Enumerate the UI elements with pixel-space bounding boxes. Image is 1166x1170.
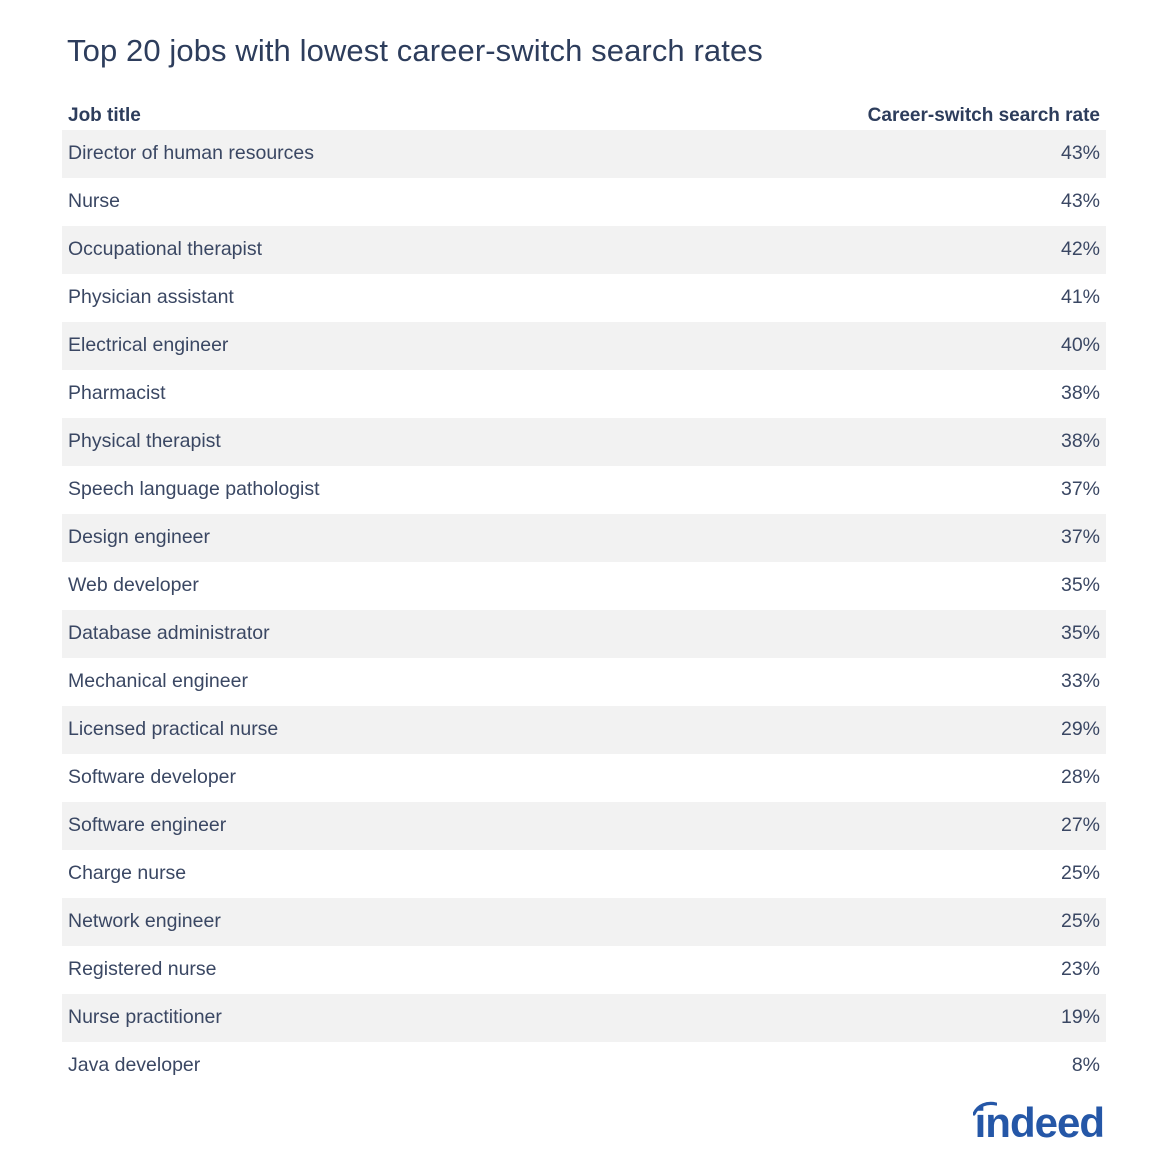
search-rate-cell: 38% bbox=[1060, 382, 1100, 404]
search-rate-cell: 25% bbox=[1060, 862, 1100, 884]
table-row: Licensed practical nurse 29% bbox=[62, 706, 1106, 754]
job-title-cell: Software developer bbox=[68, 766, 237, 788]
search-rate-cell: 41% bbox=[1060, 286, 1100, 308]
data-table: Job title Career-switch search rate Dire… bbox=[62, 96, 1106, 1090]
job-title-cell: Licensed practical nurse bbox=[68, 718, 279, 740]
column-header-job-title: Job title bbox=[68, 105, 141, 126]
table-row: Physical therapist 38% bbox=[62, 418, 1106, 466]
search-rate-cell: 43% bbox=[1060, 190, 1100, 212]
table-row: Electrical engineer 40% bbox=[62, 322, 1106, 370]
table-body: Director of human resources 43% Nurse 43% Oc… bbox=[62, 130, 1106, 1090]
search-rate-cell: 25% bbox=[1060, 910, 1100, 932]
search-rate-cell: 29% bbox=[1060, 718, 1100, 740]
search-rate-cell: 23% bbox=[1060, 958, 1100, 980]
table-row: Web developer 35% bbox=[62, 562, 1106, 610]
job-title-cell: Java developer bbox=[68, 1054, 201, 1076]
search-rate-cell: 35% bbox=[1060, 574, 1100, 596]
table-row: Pharmacist 38% bbox=[62, 370, 1106, 418]
search-rate-cell: 33% bbox=[1060, 670, 1100, 692]
job-title-cell: Registered nurse bbox=[68, 958, 217, 980]
job-title-cell: Charge nurse bbox=[68, 862, 187, 884]
table-row: Speech language pathologist 37% bbox=[62, 466, 1106, 514]
logo-text: indeed bbox=[974, 1099, 1105, 1146]
search-rate-cell: 37% bbox=[1060, 478, 1100, 500]
job-title-cell: Web developer bbox=[68, 574, 199, 596]
table-row: Registered nurse 23% bbox=[62, 946, 1106, 994]
job-title-cell: Director of human resources bbox=[68, 142, 315, 164]
logo-arc-icon bbox=[972, 1101, 997, 1116]
job-title-cell: Network engineer bbox=[68, 910, 221, 932]
search-rate-cell: 42% bbox=[1060, 238, 1100, 260]
table-row: Software developer 28% bbox=[62, 754, 1106, 802]
table-row: Database administrator 35% bbox=[62, 610, 1106, 658]
search-rate-cell: 28% bbox=[1060, 766, 1100, 788]
job-title-cell: Mechanical engineer bbox=[68, 670, 248, 692]
table-row: Software engineer 27% bbox=[62, 802, 1106, 850]
job-title-cell: Occupational therapist bbox=[68, 238, 263, 260]
search-rate-cell: 40% bbox=[1060, 334, 1100, 356]
table-row: Nurse 43% bbox=[62, 178, 1106, 226]
search-rate-cell: 8% bbox=[1071, 1054, 1100, 1076]
search-rate-cell: 35% bbox=[1060, 622, 1100, 644]
search-rate-cell: 27% bbox=[1060, 814, 1100, 836]
indeed-logo: indeed bbox=[972, 1098, 1105, 1148]
table-header: Job title Career-switch search rate bbox=[62, 96, 1106, 130]
job-title-cell: Nurse practitioner bbox=[68, 1006, 222, 1028]
table-row: Occupational therapist 42% bbox=[62, 226, 1106, 274]
table-row: Network engineer 25% bbox=[62, 898, 1106, 946]
column-header-search-rate: Career-switch search rate bbox=[867, 105, 1100, 126]
search-rate-cell: 19% bbox=[1060, 1006, 1100, 1028]
table-row: Director of human resources 43% bbox=[62, 130, 1106, 178]
table-row: Physician assistant 41% bbox=[62, 274, 1106, 322]
job-title-cell: Pharmacist bbox=[68, 382, 166, 404]
job-title-cell: Electrical engineer bbox=[68, 334, 229, 356]
table-row: Mechanical engineer 33% bbox=[62, 658, 1106, 706]
job-title-cell: Nurse bbox=[68, 190, 121, 212]
job-title-cell: Database administrator bbox=[68, 622, 270, 644]
job-title-cell: Design engineer bbox=[68, 526, 211, 548]
job-title-cell: Speech language pathologist bbox=[68, 478, 320, 500]
job-title-cell: Software engineer bbox=[68, 814, 227, 836]
search-rate-cell: 43% bbox=[1060, 142, 1100, 164]
table-row: Nurse practitioner 19% bbox=[62, 994, 1106, 1042]
table-row: Java developer 8% bbox=[62, 1042, 1106, 1090]
search-rate-cell: 38% bbox=[1060, 430, 1100, 452]
chart-title: Top 20 jobs with lowest career-switch se… bbox=[67, 33, 763, 68]
search-rate-cell: 37% bbox=[1060, 526, 1100, 548]
table-row: Design engineer 37% bbox=[62, 514, 1106, 562]
table-row: Charge nurse 25% bbox=[62, 850, 1106, 898]
job-title-cell: Physical therapist bbox=[68, 430, 221, 452]
job-title-cell: Physician assistant bbox=[68, 286, 234, 308]
